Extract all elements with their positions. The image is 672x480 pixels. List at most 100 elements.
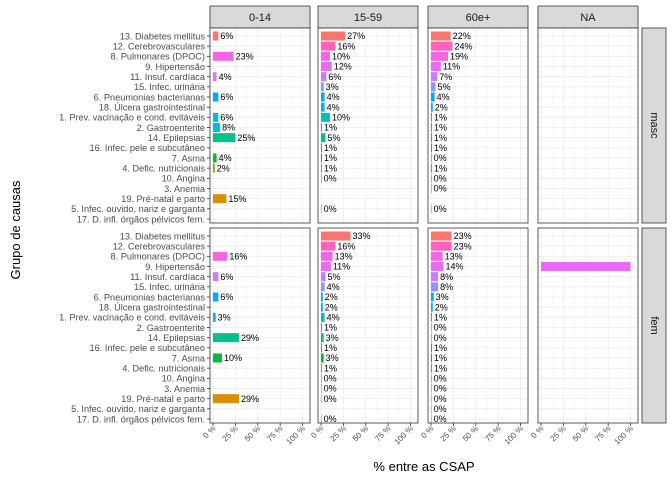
x-tick-label: 25 %	[549, 424, 568, 443]
panel-background	[318, 228, 418, 423]
data-label: 23%	[454, 231, 472, 241]
bar-12-cerebrovasculares	[321, 241, 336, 251]
bar-6-pneumonias-bacterianas	[213, 292, 219, 302]
y-tick-label: 3. Anemia	[164, 384, 206, 394]
bar-14-epilepsias	[321, 333, 324, 343]
x-tick-label: 100 %	[503, 424, 525, 446]
y-tick-label: 12. Cerebrovasculares	[113, 241, 206, 251]
data-label: 1%	[434, 133, 447, 143]
panel-border	[317, 27, 419, 224]
bar-17-d-infl-orgaos-pelvicos-fem	[321, 414, 322, 424]
data-label: 0%	[434, 204, 447, 214]
data-label: 0%	[434, 394, 447, 404]
panel-masc-na	[538, 28, 638, 223]
data-label: 33%	[353, 231, 371, 241]
data-label: 1%	[434, 313, 447, 323]
facet-strip-fem	[641, 227, 667, 424]
bar-1-prev-vacinacao-e-cond-evitaveis	[213, 112, 219, 122]
data-label: 0%	[324, 204, 337, 214]
facet-strip-label: fem	[648, 316, 660, 334]
bar-4-defic-nutricionais	[321, 363, 322, 373]
y-tick-label: 9. Hipertensão	[145, 62, 205, 72]
panel-border	[209, 27, 311, 224]
data-label: 5%	[327, 272, 340, 282]
panel-fem-60e	[428, 228, 528, 423]
bar-9-hipertensao	[431, 262, 444, 271]
x-tick-label: 50 %	[351, 424, 370, 443]
y-tick-label: 19. Pré-natal e parto	[121, 194, 205, 204]
bar-14-epilepsias	[213, 133, 236, 143]
bar-13-diabetes-mellitus	[321, 231, 351, 241]
bars-fem-15-59: 33%16%13%11%5%4%2%2%4%1%3%1%3%1%0%0%0%0%	[321, 231, 371, 424]
y-tick-label: 14. Epilepsias	[148, 133, 206, 143]
data-label: 1%	[324, 323, 337, 333]
bar-1-prev-vacinacao-e-cond-evitaveis	[431, 112, 432, 122]
y-tick-label: 8. Pulmonares (DPOC)	[111, 252, 205, 262]
y-tick-label: 7. Asma	[172, 153, 206, 163]
bar-2-gastroenterite	[431, 323, 432, 332]
data-label: 23%	[454, 241, 472, 251]
x-tick-label: 50 %	[461, 424, 480, 443]
y-tick-label: 11. Insuf. cardíaca	[130, 272, 206, 282]
y-tick-label: 1. Prev. vacinação e cond. evitáveis	[59, 313, 205, 323]
bar-19-pre-natal-e-parto	[213, 194, 227, 204]
data-label: 1%	[434, 163, 447, 173]
data-label: 27%	[347, 31, 365, 41]
bar-18-ulcera-gastrointestinal	[321, 102, 325, 112]
bar-9-hipertensao	[321, 262, 331, 271]
bar-7-asma	[431, 153, 432, 163]
data-label: 1%	[434, 343, 447, 353]
bar-7-asma	[321, 353, 324, 363]
data-label: 11%	[333, 262, 350, 272]
bar-9-hipertensao	[541, 262, 631, 271]
data-label: 0%	[434, 323, 447, 333]
y-tick-label: 8. Pulmonares (DPOC)	[111, 52, 205, 62]
bar-9-hipertensao	[321, 62, 332, 71]
bar-8-pulmonares-dpoc	[213, 51, 234, 61]
bar-11-insuf-cardiaca	[213, 272, 219, 282]
data-label: 1%	[324, 143, 337, 153]
bar-18-ulcera-gastrointestinal	[321, 302, 323, 312]
y-tick-label: 6. Pneumonias bacterianas	[94, 292, 206, 302]
x-tick-label: 75 %	[373, 424, 392, 443]
x-tick-label: 25 %	[221, 424, 240, 443]
bar-14-epilepsias	[431, 133, 432, 143]
facet-strip-label: 15-59	[354, 12, 382, 24]
data-label: 10%	[332, 52, 350, 62]
data-label: 4%	[327, 313, 340, 323]
data-label: 23%	[236, 52, 254, 62]
bar-6-pneumonias-bacterianas	[431, 92, 435, 102]
data-label: 8%	[440, 272, 453, 282]
data-label: 6%	[328, 72, 341, 82]
data-label: 0%	[434, 374, 447, 384]
bar-6-pneumonias-bacterianas	[431, 292, 434, 302]
data-label: 4%	[437, 92, 450, 102]
bar-15-infec-urinaria	[321, 82, 324, 92]
data-label: 14%	[446, 262, 464, 272]
bar-2-gastroenterite	[321, 123, 322, 132]
bars-masc-0-14: 6%23%4%6%6%8%25%4%2%15%	[213, 31, 255, 204]
bar-3-anemia	[431, 184, 432, 193]
bar-4-defic-nutricionais	[431, 363, 432, 373]
y-tick-label: 4. Defic. nutricionais	[122, 163, 205, 173]
y-tick-label: 13. Diabetes mellitus	[120, 231, 206, 241]
panel-background	[428, 228, 528, 423]
bar-8-pulmonares-dpoc	[321, 251, 333, 261]
bar-4-defic-nutricionais	[213, 163, 215, 173]
x-tick-label: 75 %	[483, 424, 502, 443]
panel-masc-15-59	[318, 28, 418, 223]
data-label: 1%	[324, 343, 337, 353]
facet-strip-label: NA	[580, 12, 596, 24]
panel-background	[538, 28, 638, 223]
data-label: 6%	[220, 92, 233, 102]
data-label: 29%	[241, 333, 259, 343]
bar-5-infec-ouvido-nariz-e-garganta	[431, 204, 432, 214]
data-label: 0%	[434, 384, 447, 394]
y-tick-label: 13. Diabetes mellitus	[120, 31, 206, 41]
bars-masc-15-59: 27%16%10%12%6%3%4%4%10%1%5%1%1%1%0%0%	[321, 31, 365, 214]
x-tick-label: 100 %	[613, 424, 635, 446]
data-label: 8%	[222, 123, 235, 133]
bar-1-prev-vacinacao-e-cond-evitaveis	[213, 312, 216, 322]
bar-14-epilepsias	[321, 133, 326, 143]
data-label: 0%	[434, 184, 447, 194]
